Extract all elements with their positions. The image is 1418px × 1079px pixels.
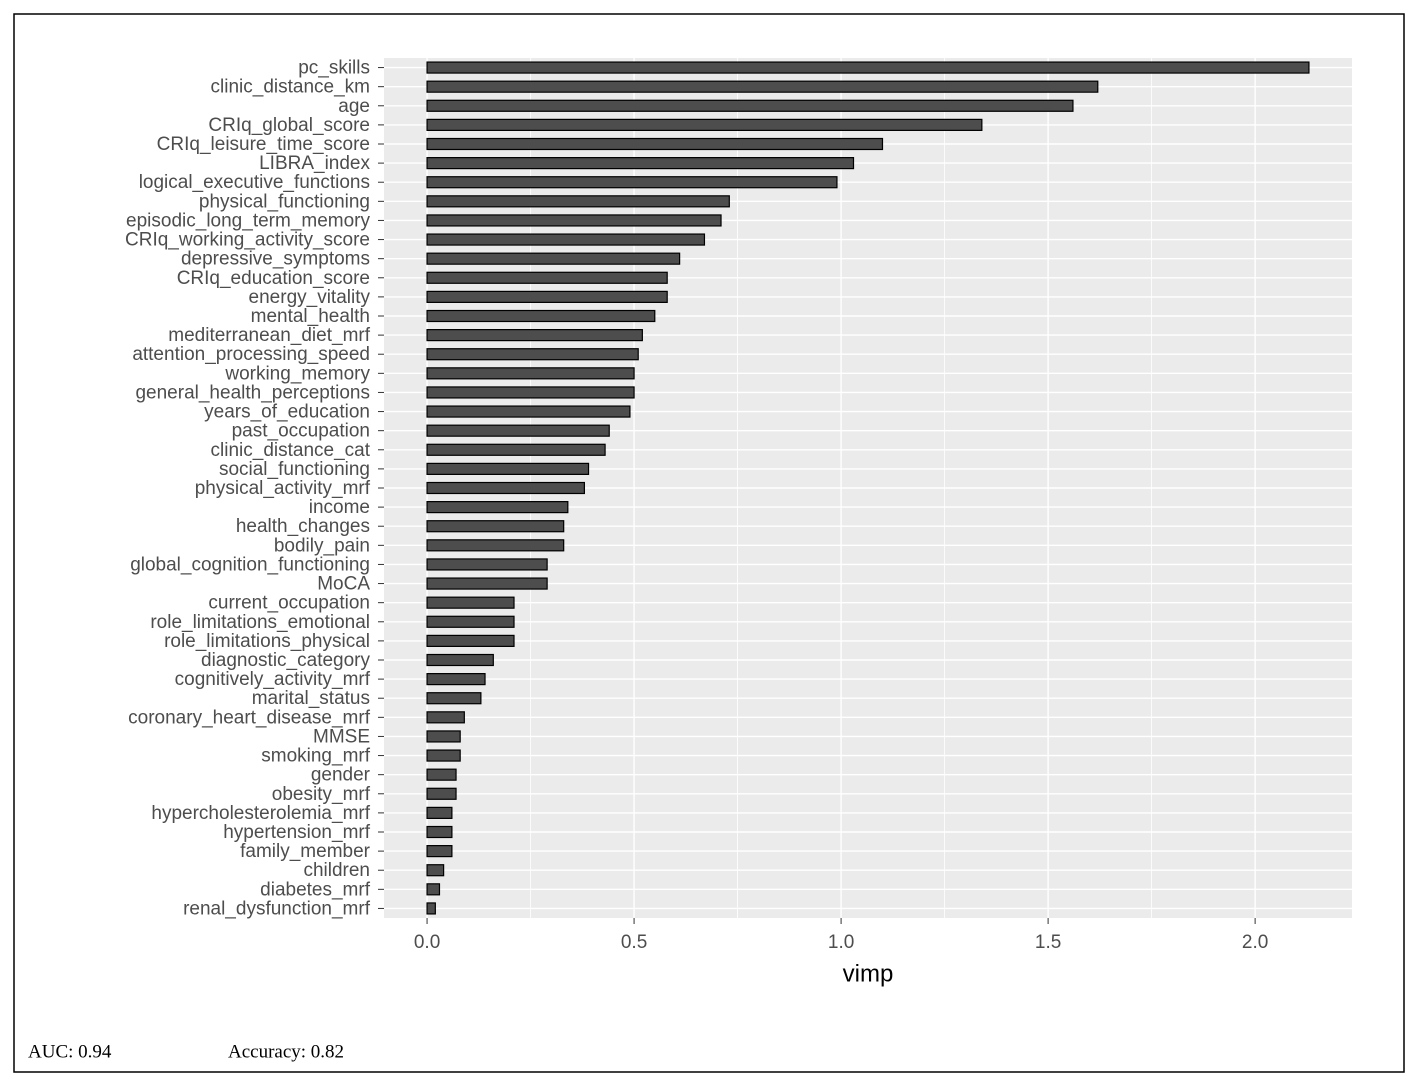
bar — [426, 233, 706, 246]
x-tick-label: 1.5 — [1035, 932, 1061, 953]
bar — [426, 348, 639, 361]
bar — [426, 864, 445, 877]
y-tick-label: mediterranean_diet_mrf — [168, 325, 370, 346]
bar — [426, 539, 565, 552]
y-tick-label: LIBRA_index — [259, 153, 370, 174]
bar — [426, 692, 482, 705]
y-tick-label: episodic_long_term_memory — [126, 210, 370, 231]
bar — [426, 99, 1074, 112]
bar — [426, 195, 730, 208]
y-tick-label: gender — [311, 765, 371, 786]
y-tick-label: role_limitations_emotional — [150, 612, 370, 633]
y-tick-label: obesity_mrf — [272, 784, 371, 805]
y-tick-label: general_health_perceptions — [135, 382, 370, 403]
bar — [426, 214, 722, 227]
y-tick-label: energy_vitality — [249, 287, 371, 308]
y-tick-label: clinic_distance_cat — [211, 440, 371, 461]
bar — [426, 787, 457, 800]
x-tick-label: 0.5 — [621, 932, 647, 953]
bar — [426, 749, 461, 762]
x-tick-label: 0.0 — [414, 932, 440, 953]
bar — [426, 634, 515, 647]
y-tick-label: attention_processing_speed — [132, 344, 370, 365]
bar — [426, 176, 838, 189]
x-tick-label: 1.0 — [828, 932, 854, 953]
y-tick-label: current_occupation — [208, 593, 370, 614]
y-tick-label: past_occupation — [232, 421, 370, 442]
bar — [426, 443, 606, 456]
y-tick-label: pc_skills — [298, 58, 370, 79]
bar — [426, 730, 461, 743]
bar — [426, 558, 548, 571]
y-tick-label: CRIq_working_activity_score — [125, 230, 370, 251]
bar — [426, 137, 884, 151]
bar — [426, 309, 656, 323]
bar — [426, 883, 441, 896]
bar — [426, 501, 569, 514]
bar — [426, 825, 453, 839]
bar — [426, 768, 457, 781]
y-tick-label: hypercholesterolemia_mrf — [151, 803, 370, 824]
y-tick-label: mental_health — [251, 306, 370, 327]
y-tick-label: diagnostic_category — [201, 650, 370, 671]
bar — [426, 596, 515, 609]
y-tick-label: coronary_heart_disease_mrf — [128, 707, 371, 728]
y-tick-label: family_member — [240, 841, 371, 862]
bar — [426, 845, 453, 858]
y-tick-label: renal_dysfunction_mrf — [183, 898, 371, 919]
y-tick-label: bodily_pain — [274, 535, 370, 556]
y-tick-label: cognitively_activity_mrf — [175, 669, 371, 690]
y-tick-label: health_changes — [236, 516, 370, 537]
bar — [426, 405, 631, 418]
bar — [426, 80, 1099, 93]
bar — [426, 673, 486, 686]
y-tick-label: global_cognition_functioning — [130, 554, 370, 575]
y-tick-label: logical_executive_functions — [139, 172, 370, 193]
bar — [426, 329, 643, 342]
y-tick-label: CRIq_leisure_time_score — [157, 134, 370, 155]
bar — [426, 711, 465, 724]
y-tick-label: role_limitations_physical — [164, 631, 370, 652]
y-tick-label: children — [303, 860, 370, 881]
y-tick-label: income — [309, 497, 370, 518]
bar — [426, 386, 635, 399]
bar — [426, 271, 668, 284]
y-tick-label: working_memory — [224, 363, 370, 384]
y-tick-label: hypertension_mrf — [223, 822, 371, 843]
bar — [426, 615, 515, 628]
y-tick-label: physical_activity_mrf — [195, 478, 371, 499]
y-tick-label: age — [338, 96, 370, 117]
bar — [426, 653, 494, 667]
bar — [426, 424, 610, 437]
y-tick-label: social_functioning — [219, 459, 370, 480]
y-tick-label: clinic_distance_km — [211, 77, 370, 98]
y-tick-label: marital_status — [252, 688, 370, 709]
bar — [426, 290, 668, 303]
bar — [426, 902, 436, 915]
bar — [426, 118, 983, 131]
annotation: Accuracy: 0.82 — [228, 1041, 344, 1062]
bar — [426, 157, 855, 170]
y-tick-label: depressive_symptoms — [181, 249, 370, 270]
bar — [426, 520, 565, 533]
y-tick-label: physical_functioning — [199, 191, 370, 212]
y-tick-label: years_of_education — [204, 402, 370, 423]
annotation: AUC: 0.94 — [28, 1041, 112, 1062]
bar — [426, 367, 635, 380]
y-tick-label: smoking_mrf — [261, 746, 370, 767]
bar — [426, 61, 1310, 74]
bar — [426, 462, 590, 475]
y-tick-label: diabetes_mrf — [260, 879, 371, 900]
y-tick-label: CRIq_education_score — [177, 268, 370, 289]
y-tick-label: CRIq_global_score — [208, 115, 370, 136]
bar — [426, 481, 585, 495]
bar — [426, 806, 453, 819]
x-axis-label: vimp — [843, 960, 894, 987]
x-tick-label: 2.0 — [1242, 932, 1268, 953]
y-tick-label: MoCA — [317, 574, 370, 595]
bar — [426, 252, 681, 265]
bar — [426, 577, 548, 590]
y-tick-label: MMSE — [313, 726, 370, 747]
